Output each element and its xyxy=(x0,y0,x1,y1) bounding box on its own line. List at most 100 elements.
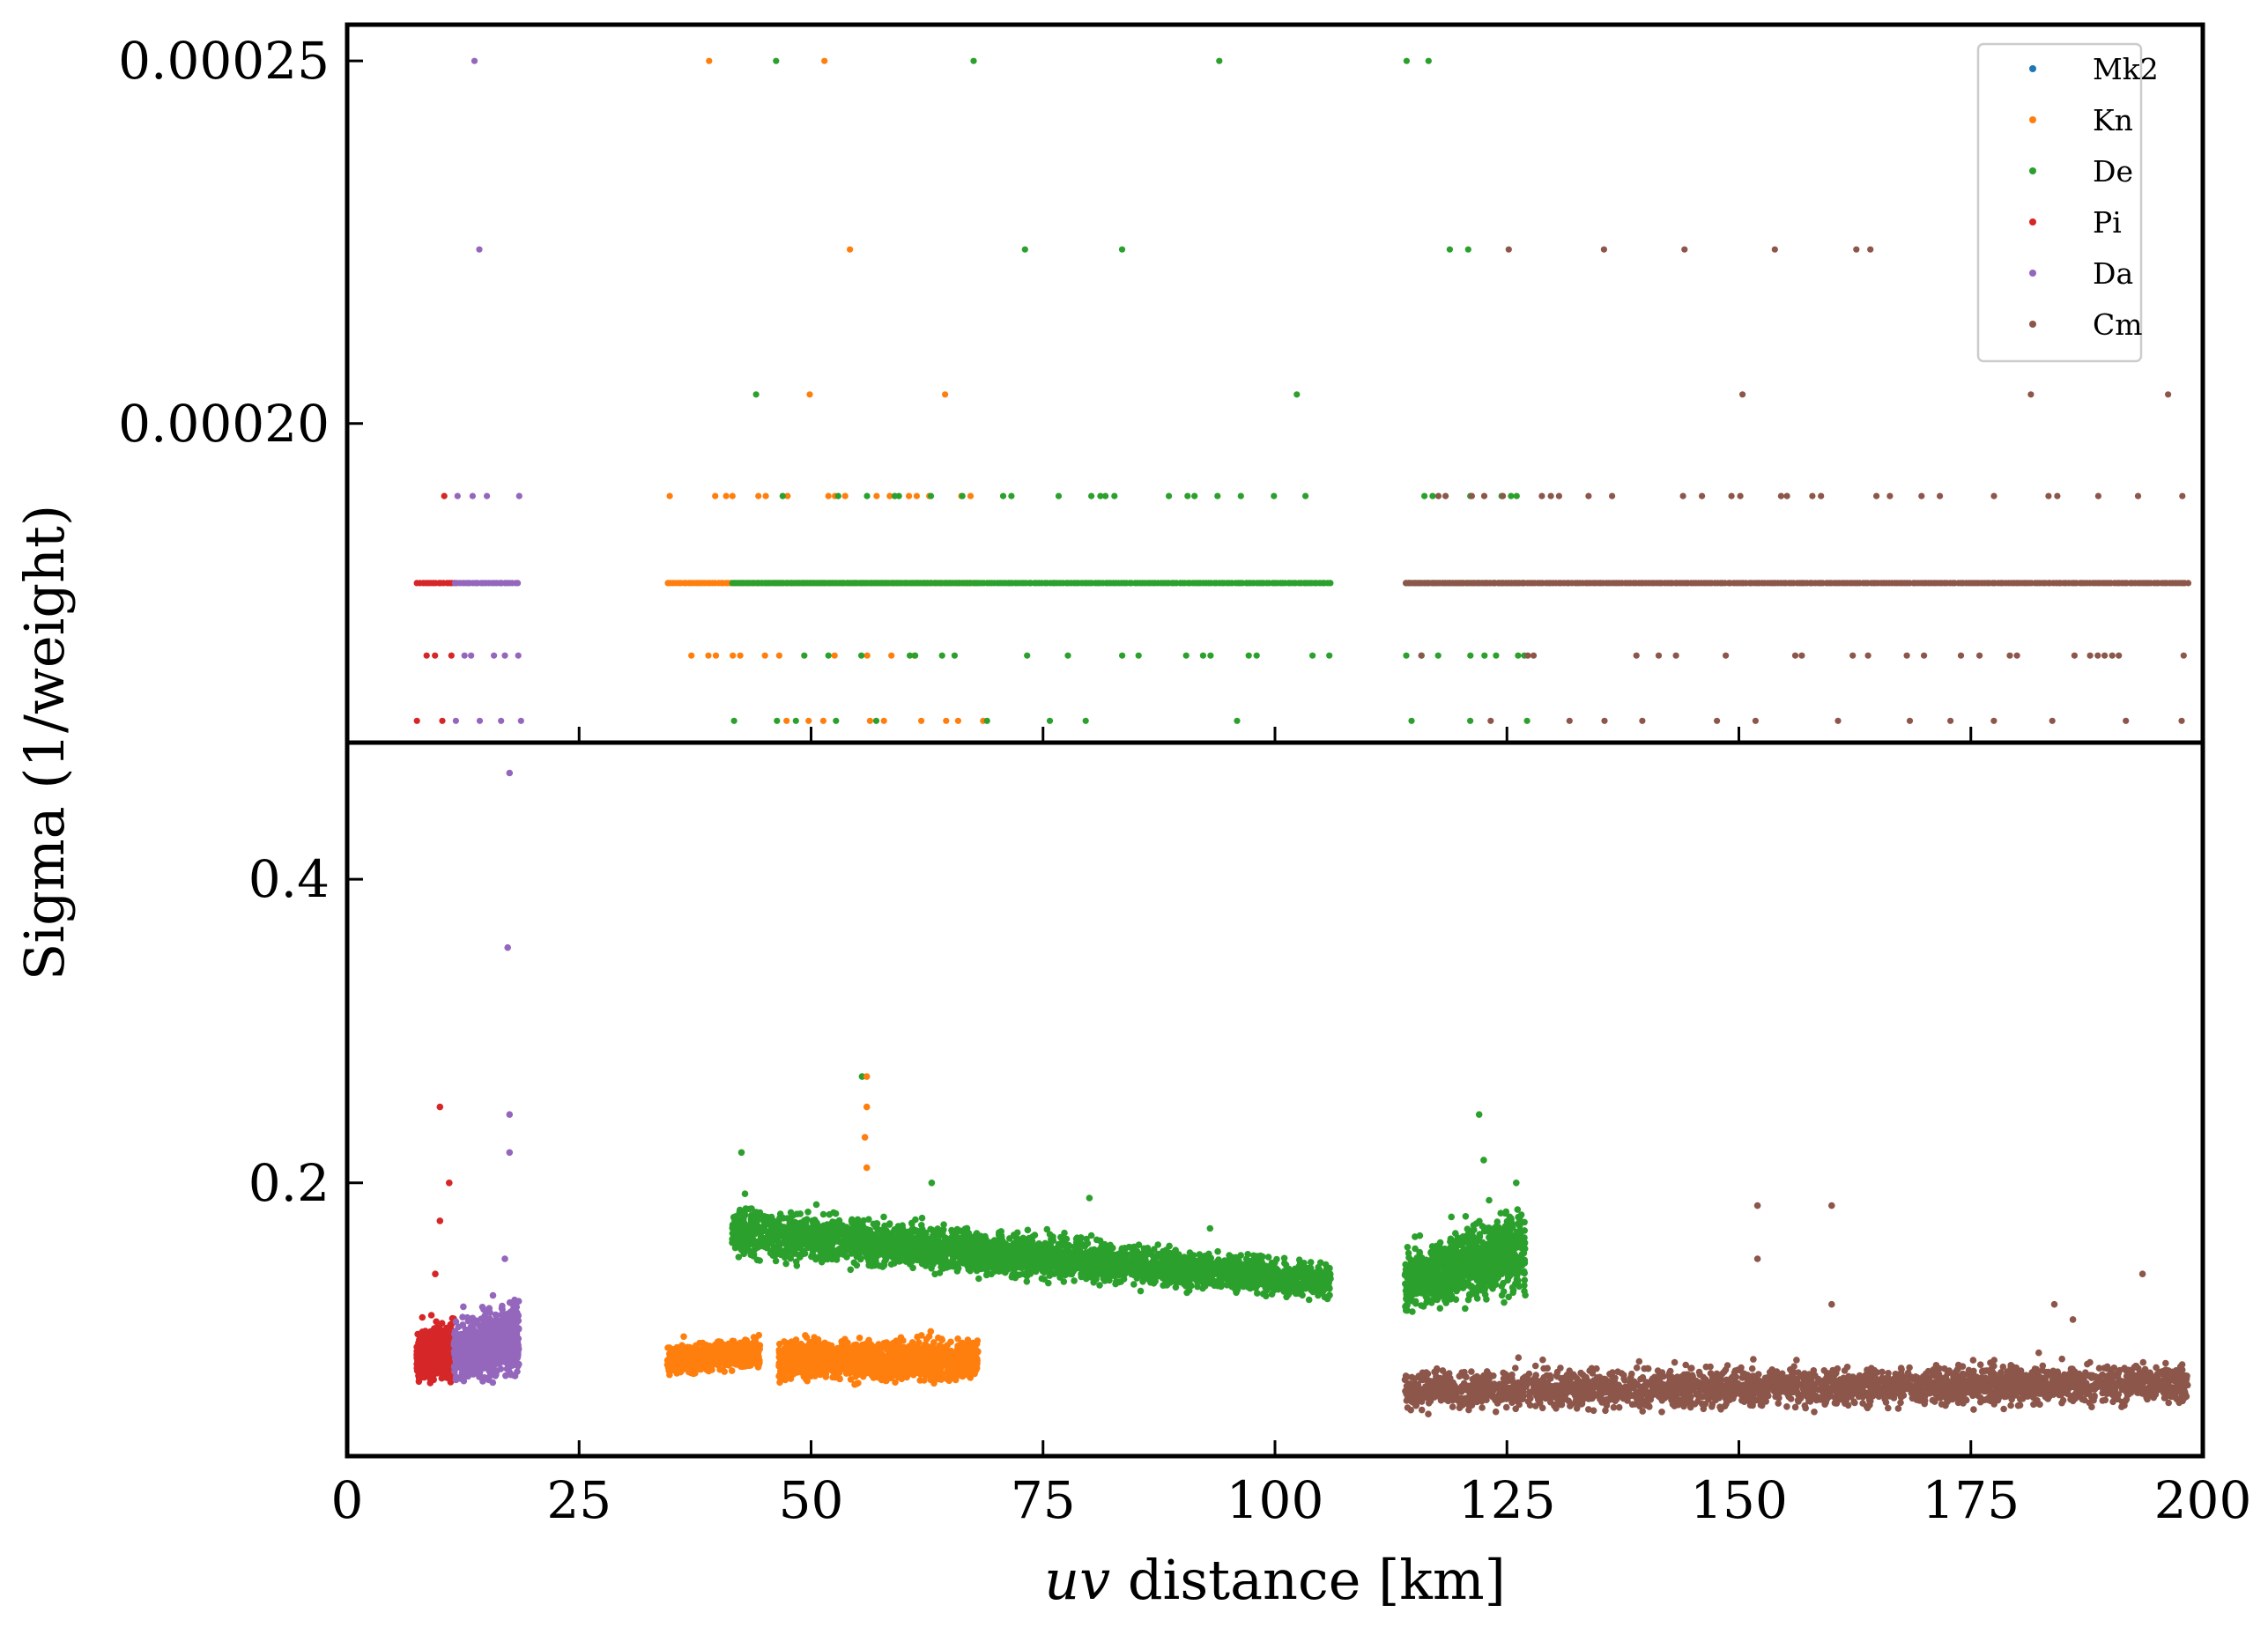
point-da xyxy=(502,1349,509,1357)
point-de xyxy=(1467,652,1474,659)
point-pi xyxy=(424,1365,432,1372)
point-cm xyxy=(2094,652,2101,659)
point-de xyxy=(1268,1291,1276,1298)
point-de xyxy=(863,492,871,499)
point-da xyxy=(452,1374,460,1382)
point-kn xyxy=(954,717,961,724)
point-da xyxy=(452,1318,460,1326)
point-de xyxy=(1327,580,1334,587)
point-cm xyxy=(1947,717,1954,724)
point-cm xyxy=(1672,652,1679,659)
point-cm xyxy=(1990,492,1997,499)
point-pi xyxy=(431,1325,438,1332)
point-cm xyxy=(1752,717,1759,724)
point-cm xyxy=(1937,492,1944,499)
point-pi xyxy=(427,1312,435,1319)
point-da xyxy=(481,1343,488,1351)
point-kn xyxy=(821,57,828,64)
point-cm xyxy=(2045,492,2052,499)
point-da xyxy=(459,1335,467,1343)
point-kn xyxy=(687,1360,695,1368)
point-de xyxy=(1254,1290,1261,1297)
point-da xyxy=(517,717,524,724)
point-kn xyxy=(706,57,713,64)
point-cm xyxy=(1873,492,1880,499)
point-de xyxy=(1302,492,1309,499)
point-da xyxy=(457,1342,465,1350)
point-da xyxy=(489,1379,497,1387)
point-cm xyxy=(1609,492,1616,499)
point-cm xyxy=(1679,492,1686,499)
point-da xyxy=(514,1368,521,1375)
point-de xyxy=(1293,391,1301,398)
point-cm xyxy=(2094,492,2101,499)
point-da xyxy=(476,1357,483,1365)
point-cm xyxy=(1809,492,1816,499)
point-da xyxy=(490,1367,498,1374)
point-kn xyxy=(761,652,768,659)
point-kn xyxy=(682,1350,690,1357)
point-de xyxy=(1216,57,1223,64)
outlier-pi xyxy=(432,1270,439,1277)
point-da xyxy=(515,580,522,587)
point-da xyxy=(464,1372,472,1380)
outlier-da xyxy=(506,1149,514,1157)
point-de xyxy=(752,391,760,398)
point-de xyxy=(1207,652,1214,659)
point-de xyxy=(1403,57,1410,64)
point-de xyxy=(833,717,840,724)
point-de xyxy=(1023,1272,1031,1280)
point-kn xyxy=(752,1351,760,1358)
point-da xyxy=(452,717,460,724)
point-cm xyxy=(1714,717,1721,724)
point-cm xyxy=(2049,717,2056,724)
point-de xyxy=(1309,652,1316,659)
point-cm xyxy=(1555,492,1562,499)
point-de xyxy=(1135,652,1142,659)
point-kn xyxy=(715,1358,722,1366)
point-de xyxy=(983,717,990,724)
point-de xyxy=(1467,717,1474,724)
outlier-pi xyxy=(436,1103,444,1111)
point-cm xyxy=(2101,652,2109,659)
outlier-da xyxy=(506,1111,514,1118)
point-da xyxy=(515,652,522,659)
point-pi xyxy=(422,1333,430,1341)
point-cm xyxy=(1699,492,1706,499)
point-de xyxy=(779,492,786,499)
point-cm xyxy=(1903,652,1910,659)
point-kn xyxy=(706,1365,714,1372)
point-cm xyxy=(1468,492,1475,499)
point-de xyxy=(940,1221,947,1228)
point-kn xyxy=(705,652,712,659)
point-da xyxy=(489,1328,497,1335)
point-kn xyxy=(819,717,827,724)
point-da xyxy=(513,1358,520,1365)
point-de xyxy=(1234,717,1241,724)
point-de xyxy=(938,652,945,659)
point-de xyxy=(1088,492,1095,499)
point-de xyxy=(1166,492,1173,499)
point-cm xyxy=(2178,717,2185,724)
point-cm xyxy=(1723,652,1730,659)
point-cm xyxy=(2086,652,2094,659)
point-cm xyxy=(1867,246,1874,253)
point-da xyxy=(485,1305,493,1312)
point-kn xyxy=(888,652,895,659)
point-kn xyxy=(806,391,813,398)
point-cm xyxy=(2071,652,2078,659)
point-kn xyxy=(681,1357,689,1365)
point-pi xyxy=(427,1340,434,1347)
point-kn xyxy=(737,652,744,659)
point-cm xyxy=(2027,391,2035,398)
point-de xyxy=(927,492,935,499)
point-da xyxy=(454,492,461,499)
point-cm xyxy=(1538,492,1545,499)
point-kn xyxy=(880,717,887,724)
point-de xyxy=(797,1210,804,1217)
point-cm xyxy=(1418,652,1425,659)
point-cm xyxy=(2180,652,2187,659)
point-de xyxy=(1253,652,1260,659)
point-kn xyxy=(666,1344,673,1351)
point-de xyxy=(1403,652,1410,659)
